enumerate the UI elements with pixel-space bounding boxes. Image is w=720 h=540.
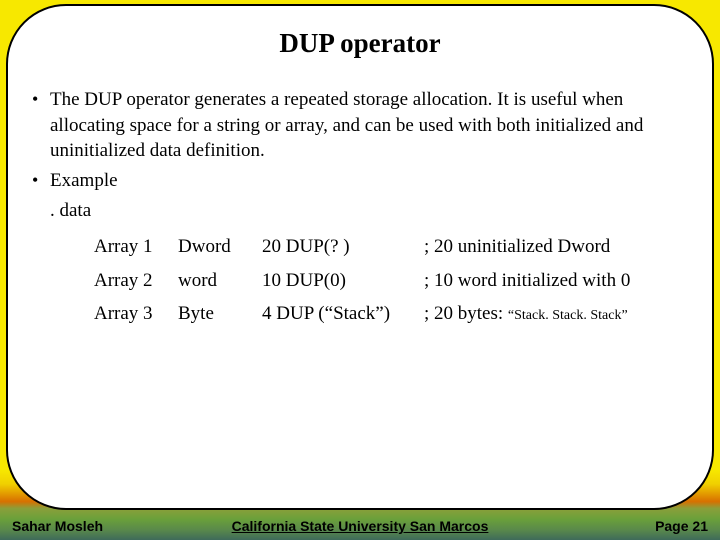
bullet-marker: • <box>32 87 50 164</box>
code-type: Dword <box>178 231 260 263</box>
bullet-list: • The DUP operator generates a repeated … <box>32 87 688 332</box>
footer-page-number: 21 <box>692 518 708 534</box>
bullet-marker: • <box>32 168 50 194</box>
footer-author: Sahar Mosleh <box>12 518 103 534</box>
code-name: Array 3 <box>94 298 176 330</box>
data-section-label: . data <box>50 198 688 224</box>
table-row: Array 3 Byte 4 DUP (“Stack”) ; 20 bytes:… <box>94 298 630 330</box>
slide-card: DUP operator • The DUP operator generate… <box>6 4 714 510</box>
code-expr: 20 DUP(? ) <box>262 231 422 263</box>
code-expr: 4 DUP (“Stack”) <box>262 298 422 330</box>
table-row: Array 2 word 10 DUP(0) ; 10 word initial… <box>94 265 630 297</box>
footer-institution: California State University San Marcos <box>232 518 489 534</box>
footer-page-label: Page <box>655 518 688 534</box>
code-comment-main: ; 20 bytes: <box>424 303 508 324</box>
code-name: Array 2 <box>94 265 176 297</box>
code-comment: ; 10 word initialized with 0 <box>424 265 630 297</box>
bullet-item: • The DUP operator generates a repeated … <box>32 87 688 164</box>
bullet-text: The DUP operator generates a repeated st… <box>50 87 688 164</box>
code-name: Array 1 <box>94 231 176 263</box>
bullet-item: • Example <box>32 168 688 194</box>
code-type: Byte <box>178 298 260 330</box>
code-type: word <box>178 265 260 297</box>
code-table: Array 1 Dword 20 DUP(? ) ; 20 uninitiali… <box>92 229 632 332</box>
table-row: Array 1 Dword 20 DUP(? ) ; 20 uninitiali… <box>94 231 630 263</box>
code-expr: 10 DUP(0) <box>262 265 422 297</box>
footer-page: Page 21 <box>655 518 708 534</box>
code-comment: ; 20 uninitialized Dword <box>424 231 630 263</box>
code-comment-tail: “Stack. Stack. Stack” <box>508 308 628 323</box>
code-comment: ; 20 bytes: “Stack. Stack. Stack” <box>424 298 630 330</box>
slide-footer: Sahar Mosleh California State University… <box>0 508 720 540</box>
bullet-text: Example <box>50 168 688 194</box>
slide-title: DUP operator <box>32 28 688 59</box>
